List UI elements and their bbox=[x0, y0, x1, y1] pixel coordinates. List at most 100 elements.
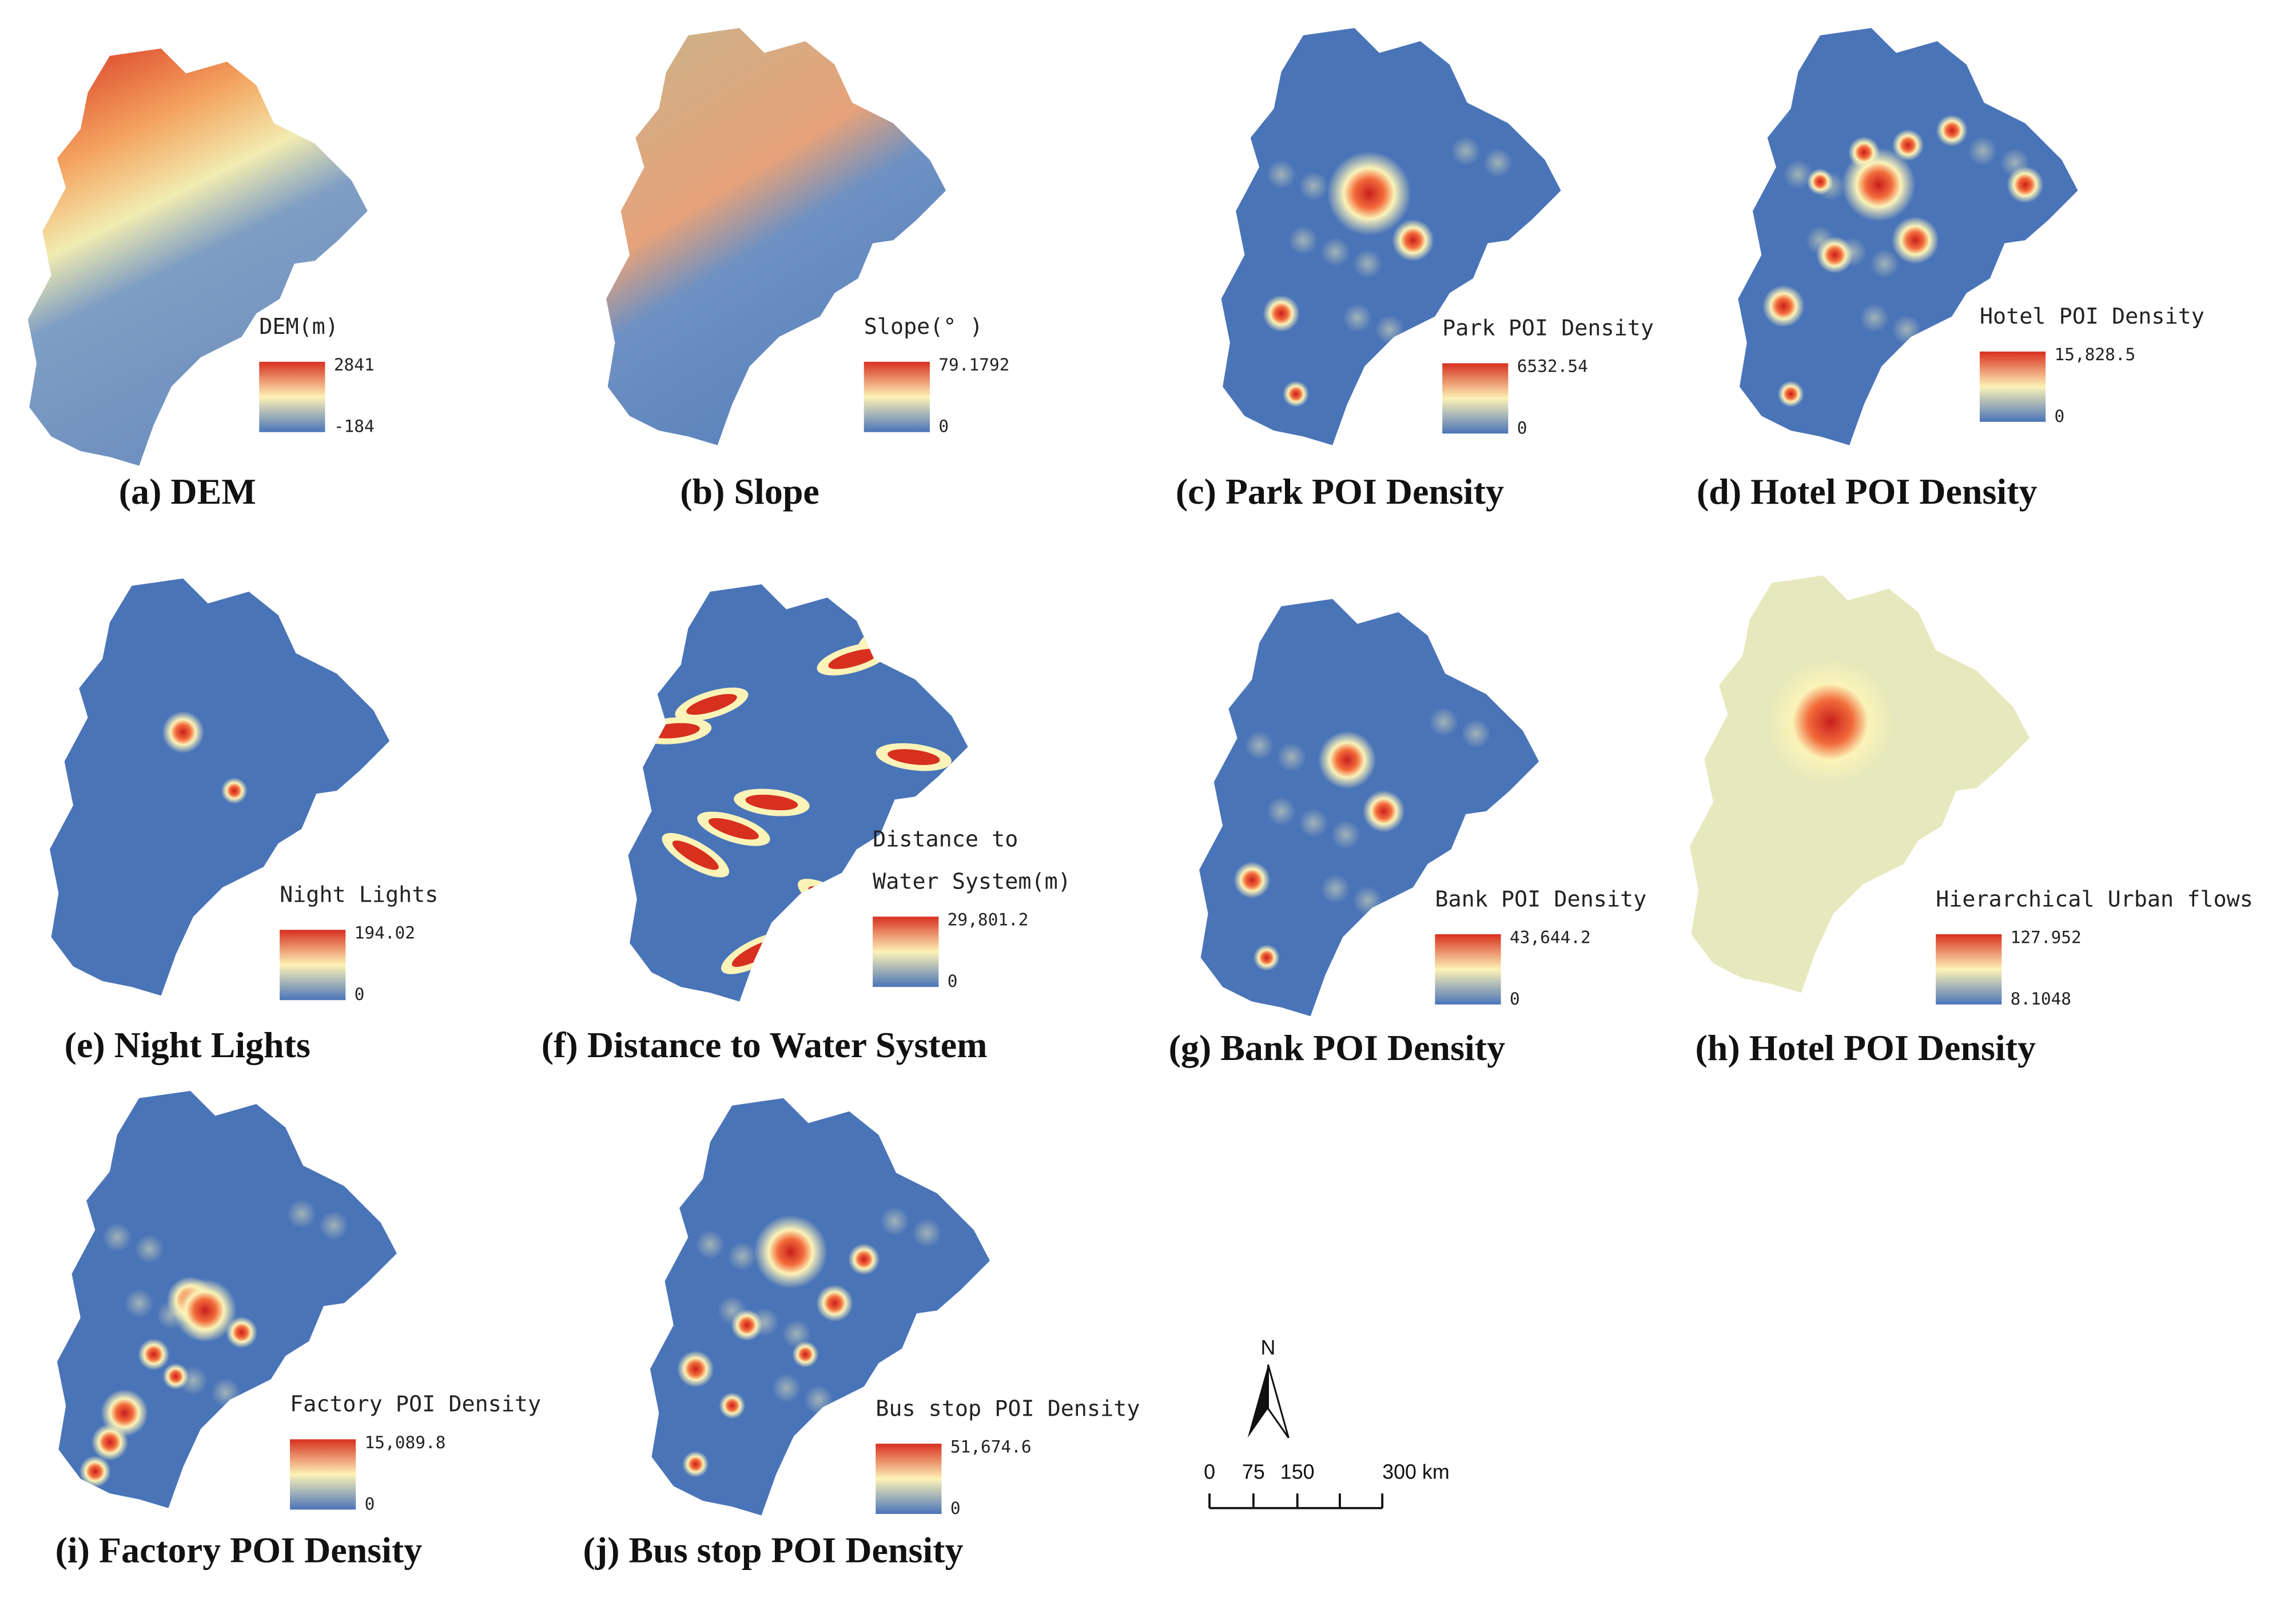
legend-ramp bbox=[1435, 934, 1501, 1005]
density-glow bbox=[1968, 136, 1997, 166]
hotspot bbox=[1283, 381, 1310, 408]
density-glow bbox=[1385, 897, 1415, 927]
legend-min: 0 bbox=[355, 985, 365, 1004]
scale-label: 75 bbox=[1242, 1461, 1265, 1484]
scale-label: 300 km bbox=[1382, 1461, 1450, 1484]
hotspot bbox=[1263, 295, 1300, 332]
hotspot bbox=[1767, 659, 1894, 786]
hotspot bbox=[2007, 166, 2044, 204]
legend-max: 15,828.5 bbox=[2055, 345, 2136, 364]
hotspot bbox=[162, 711, 204, 754]
legend-title: Hierarchical Urban flows bbox=[1936, 886, 2253, 912]
north-arrow bbox=[1267, 1364, 1290, 1438]
density-glow bbox=[912, 1218, 942, 1248]
density-glow bbox=[826, 1450, 855, 1481]
legend-ramp bbox=[1936, 934, 2002, 1005]
legend-title: Hotel POI Density bbox=[1980, 304, 2205, 329]
panel-caption: (a) DEM bbox=[119, 471, 256, 512]
water-band bbox=[828, 648, 880, 670]
density-glow bbox=[1375, 314, 1404, 345]
density-glow bbox=[1276, 742, 1307, 772]
density-glow bbox=[1396, 381, 1427, 411]
density-glow bbox=[1331, 820, 1360, 850]
density-glow bbox=[1320, 237, 1350, 267]
hotspot bbox=[1892, 129, 1924, 161]
legend-max: 2841 bbox=[334, 355, 375, 374]
density-glow bbox=[1946, 392, 1976, 422]
legend-ramp bbox=[864, 361, 930, 432]
legend-ramp bbox=[289, 1439, 356, 1510]
region-shape bbox=[1221, 28, 1561, 445]
hotspot bbox=[79, 1456, 112, 1488]
density-glow bbox=[1451, 136, 1481, 166]
legend-title: Bus stop POI Density bbox=[876, 1396, 1140, 1421]
legend-min: 8.1048 bbox=[2011, 989, 2071, 1009]
legend-ramp bbox=[876, 1444, 942, 1515]
hotspot bbox=[173, 1278, 237, 1342]
density-glow bbox=[1244, 731, 1274, 760]
hotspot bbox=[792, 1341, 819, 1368]
density-glow bbox=[782, 1319, 811, 1349]
hotspot bbox=[1233, 862, 1271, 899]
density-glow bbox=[1483, 148, 1513, 178]
water-band bbox=[868, 619, 916, 647]
hotspot bbox=[1327, 151, 1411, 236]
legend-title: Water System(m) bbox=[873, 869, 1071, 895]
hotspot bbox=[731, 1309, 763, 1341]
density-glow bbox=[1288, 225, 1318, 255]
panel-caption: (b) Slope bbox=[680, 471, 819, 512]
water-band bbox=[708, 818, 759, 840]
density-glow bbox=[1429, 707, 1459, 737]
hotspot bbox=[1936, 114, 1968, 146]
density-glow bbox=[836, 1397, 866, 1426]
legend-max: 51,674.6 bbox=[950, 1437, 1032, 1456]
legend-max: 6532.54 bbox=[1517, 357, 1588, 376]
raster-overlay bbox=[162, 711, 248, 804]
density-glow bbox=[1461, 719, 1491, 748]
legend-title: Bank POI Density bbox=[1435, 886, 1646, 912]
panel-caption: (d) Hotel POI Density bbox=[1697, 471, 2037, 512]
density-glow bbox=[1266, 160, 1296, 189]
density-glow bbox=[286, 1199, 317, 1229]
legend-title: Slope(° ) bbox=[864, 314, 983, 340]
hotspot bbox=[1816, 236, 1853, 274]
hotspot bbox=[162, 1363, 189, 1390]
water-band bbox=[686, 694, 737, 715]
hotspot bbox=[677, 1350, 714, 1388]
legend-ramp bbox=[259, 361, 325, 432]
scale-label: 0 bbox=[1204, 1461, 1215, 1484]
legend-max: 29,801.2 bbox=[948, 910, 1029, 930]
density-glow bbox=[695, 1230, 725, 1260]
hotspot bbox=[719, 1392, 746, 1419]
hotspot bbox=[1777, 381, 1804, 408]
legend-title: DEM(m) bbox=[259, 314, 339, 340]
density-glow bbox=[803, 1385, 833, 1414]
density-glow bbox=[1352, 249, 1383, 278]
density-glow bbox=[771, 1373, 801, 1403]
water-band bbox=[745, 794, 798, 811]
hotspot bbox=[1848, 137, 1880, 169]
north-label: N bbox=[1261, 1336, 1276, 1359]
legend-max: 15,089.8 bbox=[365, 1433, 446, 1452]
legend-ramp bbox=[873, 916, 939, 987]
density-glow bbox=[1244, 94, 1274, 123]
panel-caption: (g) Bank POI Density bbox=[1169, 1027, 1505, 1068]
north-arrow bbox=[1247, 1364, 1268, 1438]
hotspot bbox=[1762, 285, 1805, 328]
map-panel bbox=[1221, 28, 1561, 445]
water-band bbox=[631, 588, 673, 624]
density-glow bbox=[1343, 303, 1372, 333]
hotspot bbox=[91, 1424, 129, 1461]
legend-ramp bbox=[1442, 363, 1509, 434]
legend-min: -184 bbox=[334, 417, 375, 436]
hotspot bbox=[138, 1338, 170, 1370]
hotspot bbox=[1806, 168, 1833, 195]
density-glow bbox=[673, 1164, 703, 1194]
density-glow bbox=[1407, 963, 1437, 993]
density-glow bbox=[880, 1206, 910, 1236]
legend-min: 0 bbox=[1510, 989, 1520, 1009]
density-glow bbox=[1299, 808, 1328, 838]
density-glow bbox=[243, 1389, 273, 1419]
density-glow bbox=[1352, 886, 1383, 915]
